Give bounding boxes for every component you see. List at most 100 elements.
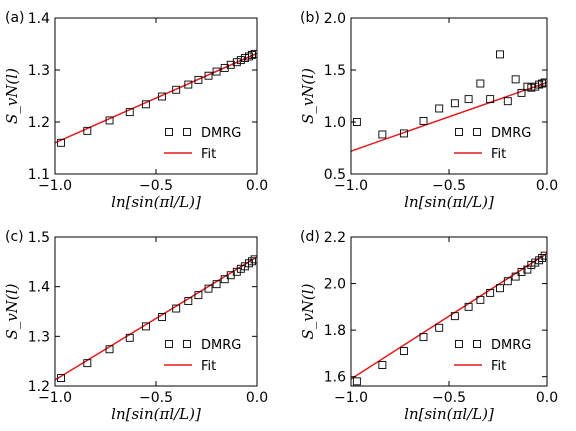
x-tick-label: −1.0 bbox=[334, 178, 368, 194]
y-tick-label: 0.5 bbox=[324, 167, 346, 183]
dmrg-point bbox=[517, 267, 526, 276]
dmrg-point bbox=[538, 79, 547, 88]
dmrg-point bbox=[172, 85, 181, 94]
dmrg-point bbox=[250, 49, 257, 58]
y-tick-label: 1.4 bbox=[28, 11, 50, 27]
y-axis-label: S_vN(l) bbox=[299, 68, 317, 124]
fit-line bbox=[55, 52, 257, 144]
dmrg-point bbox=[184, 297, 193, 306]
dmrg-point bbox=[419, 333, 428, 342]
y-axis-label: S_vN(l) bbox=[299, 283, 317, 339]
legend-label-dmrg: DMRG bbox=[201, 338, 241, 353]
dmrg-point bbox=[247, 257, 256, 266]
y-tick-label: 2.0 bbox=[324, 277, 346, 293]
panel-1: −1.0 −0.5 0.0 1.1 1.2 1.3 1.4 ln[sin(πl/L)] S_vN… bbox=[3, 10, 268, 211]
dmrg-point bbox=[244, 52, 253, 61]
dmrg-point bbox=[399, 129, 408, 138]
x-tick-label: −0.5 bbox=[432, 390, 466, 406]
dmrg-point bbox=[141, 322, 150, 331]
dmrg-point bbox=[204, 284, 213, 293]
x-axis-label: ln[sin(πl/L)] bbox=[404, 405, 494, 423]
plot-frame bbox=[350, 236, 548, 387]
y-tick-label: 1.3 bbox=[28, 329, 50, 345]
dmrg-point bbox=[450, 312, 459, 321]
dmrg-point bbox=[57, 138, 66, 147]
dmrg-point bbox=[232, 267, 241, 276]
x-tick-label: −0.5 bbox=[139, 390, 173, 406]
legend-marker bbox=[183, 128, 191, 136]
dmrg-point bbox=[486, 288, 495, 297]
dmrg-point bbox=[517, 88, 526, 97]
x-tick-label: 0.0 bbox=[536, 390, 558, 406]
dmrg-point bbox=[352, 377, 361, 386]
legend-label-dmrg: DMRG bbox=[491, 126, 531, 141]
panel-4: −1.0 −0.5 0.0 1.6 1.8 2.0 2.2 ln[sin(πl/L)] S_vN… bbox=[299, 229, 558, 423]
dmrg-point bbox=[496, 50, 504, 59]
legend-marker bbox=[165, 128, 173, 136]
x-tick-label: −0.5 bbox=[139, 178, 173, 194]
dmrg-point bbox=[503, 97, 512, 106]
fit-line bbox=[351, 81, 547, 152]
legend-label-dmrg: DMRG bbox=[491, 338, 531, 353]
dmrg-point bbox=[194, 75, 203, 84]
dmrg-point bbox=[535, 80, 544, 89]
dmrg-point bbox=[125, 108, 134, 117]
dmrg-point bbox=[476, 295, 485, 304]
dmrg-point bbox=[57, 374, 66, 382]
dmrg-point bbox=[212, 280, 221, 289]
dmrg-markers bbox=[352, 251, 547, 386]
dmrg-point bbox=[158, 92, 167, 101]
y-tick-label: 1.6 bbox=[324, 370, 346, 386]
dmrg-point bbox=[538, 253, 547, 262]
y-tick-label: 1.5 bbox=[28, 230, 50, 246]
dmrg-point bbox=[83, 359, 92, 368]
dmrg-point bbox=[220, 275, 229, 284]
dmrg-point bbox=[419, 117, 428, 125]
legend-marker bbox=[473, 128, 481, 136]
x-tick-label: −1.0 bbox=[334, 390, 368, 406]
dmrg-point bbox=[158, 313, 167, 321]
dmrg-point bbox=[232, 58, 241, 67]
y-tick-label: 2.0 bbox=[324, 11, 346, 27]
dmrg-markers bbox=[57, 255, 257, 382]
dmrg-point bbox=[511, 272, 520, 281]
dmrg-point bbox=[540, 78, 547, 87]
dmrg-point bbox=[226, 60, 235, 69]
dmrg-point bbox=[250, 255, 257, 264]
panel-label: (d) bbox=[300, 229, 320, 245]
y-axis-label: S_vN(l) bbox=[3, 68, 21, 124]
dmrg-point bbox=[212, 67, 221, 76]
legend-label-fit: Fit bbox=[201, 359, 216, 374]
dmrg-markers bbox=[352, 50, 547, 139]
legend-marker bbox=[165, 340, 173, 348]
legend-marker bbox=[473, 340, 481, 348]
x-tick-label: −1.0 bbox=[38, 390, 72, 406]
legend: DMRG Fit bbox=[164, 338, 241, 374]
dmrg-point bbox=[378, 361, 387, 369]
dmrg-point bbox=[464, 302, 473, 311]
panel-label: (b) bbox=[300, 10, 320, 26]
dmrg-point bbox=[105, 345, 114, 354]
dmrg-point bbox=[540, 251, 547, 260]
legend-marker bbox=[455, 128, 463, 136]
dmrg-point bbox=[503, 277, 512, 286]
panel-3: −1.0 −0.5 0.0 1.2 1.3 1.4 1.5 ln[sin(πl/L)] S_vN… bbox=[3, 229, 268, 423]
dmrg-point bbox=[184, 80, 193, 89]
dmrg-markers bbox=[57, 49, 257, 147]
dmrg-point bbox=[535, 256, 544, 265]
plot-frame bbox=[54, 236, 258, 387]
dmrg-point bbox=[194, 291, 203, 300]
dmrg-point bbox=[399, 347, 408, 356]
legend-label-fit: Fit bbox=[491, 147, 506, 162]
legend: DMRG Fit bbox=[454, 126, 531, 162]
legend: DMRG Fit bbox=[454, 338, 531, 374]
dmrg-point bbox=[476, 79, 485, 88]
y-axis-label: S_vN(l) bbox=[3, 283, 21, 339]
legend-label-dmrg: DMRG bbox=[201, 126, 241, 141]
legend-marker bbox=[455, 340, 463, 348]
dmrg-point bbox=[236, 264, 245, 273]
dmrg-point bbox=[105, 116, 114, 125]
fit-line bbox=[351, 252, 547, 380]
dmrg-point bbox=[511, 75, 520, 84]
